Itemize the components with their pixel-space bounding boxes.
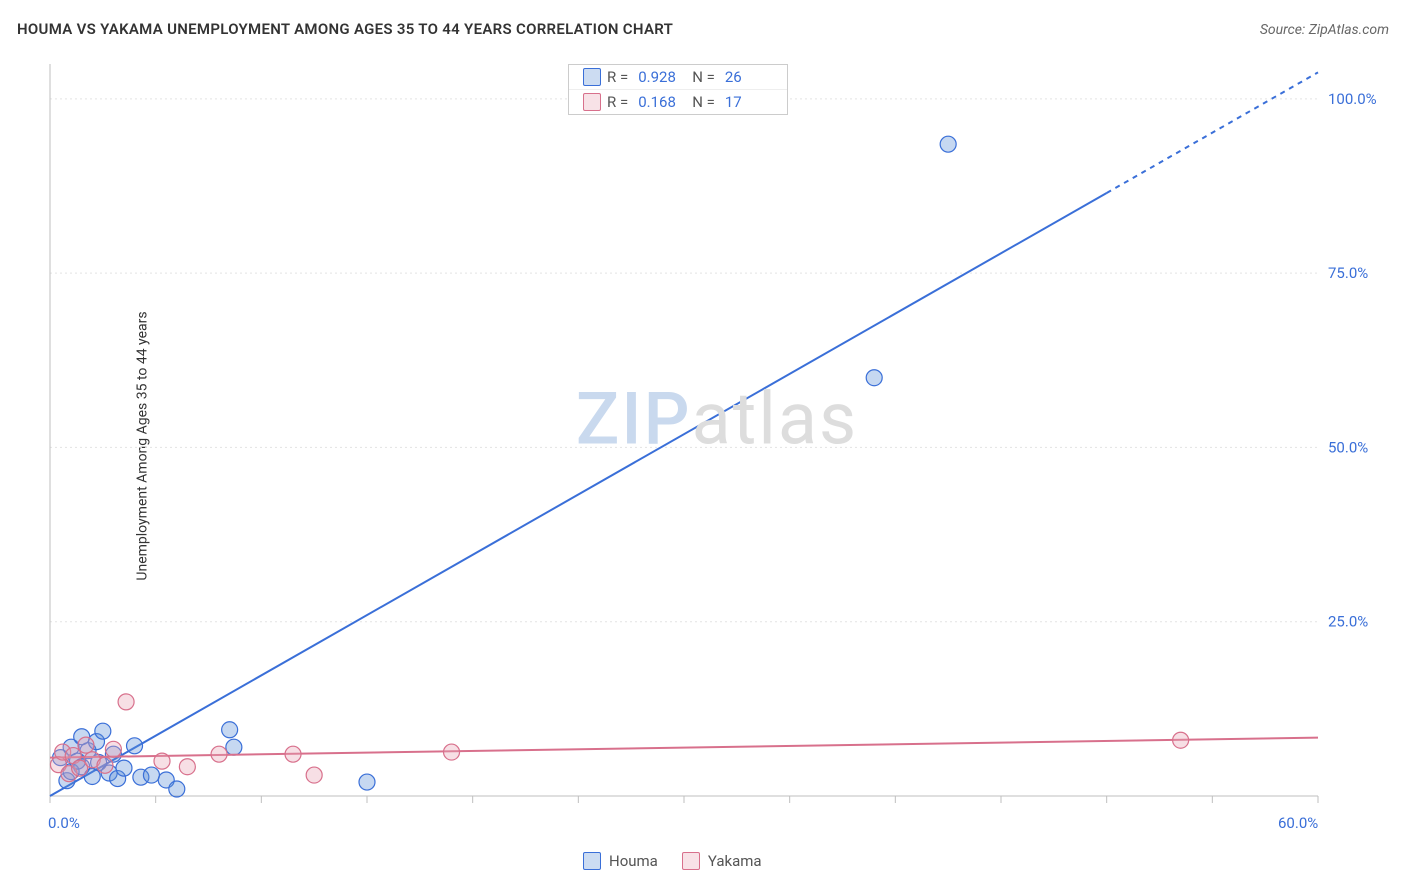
svg-text:25.0%: 25.0%: [1328, 613, 1368, 631]
svg-text:50.0%: 50.0%: [1328, 438, 1368, 456]
x-axis-min-label: 0.0%: [48, 814, 80, 832]
series-legend-item: Yakama: [682, 852, 762, 870]
scatter-plot: 25.0%50.0%75.0%100.0% ZIPatlas R =0.928N…: [48, 60, 1386, 840]
legend-r-label: R =: [607, 68, 628, 86]
legend-n-value: 17: [725, 93, 773, 111]
legend-swatch: [682, 852, 700, 870]
svg-text:100.0%: 100.0%: [1328, 90, 1377, 108]
legend-r-row: R = 0.168 N = 17: [569, 89, 787, 114]
x-axis-max-label: 60.0%: [1278, 814, 1318, 832]
legend-swatch: [583, 68, 601, 86]
legend-n-label: N =: [692, 93, 715, 111]
legend-n-label: N =: [692, 68, 715, 86]
legend-swatch: [583, 852, 601, 870]
legend-swatch: [583, 93, 601, 111]
legend-r-value: 0.928: [638, 68, 686, 86]
legend-r-row: R = 0.928 N = 26: [569, 65, 787, 89]
series-name: Yakama: [708, 852, 762, 870]
legend-n-value: 26: [725, 68, 773, 86]
legend-r-value: 0.168: [638, 93, 686, 111]
chart-title: HOUMA VS YAKAMA UNEMPLOYMENT AMONG AGES …: [17, 20, 673, 38]
source-attribution: Source: ZipAtlas.com: [1260, 22, 1389, 38]
series-name: Houma: [609, 852, 658, 870]
svg-text:75.0%: 75.0%: [1328, 264, 1368, 282]
legend-r-label: R =: [607, 93, 628, 111]
plot-svg: 25.0% 50.0% 75.0% 100.0%: [48, 60, 1386, 840]
series-legend-item: Houma: [583, 852, 658, 870]
correlation-legend: R = 0.928 N = 26 R = 0.168 N = 17: [568, 64, 788, 115]
series-legend: Houma Yakama: [583, 852, 762, 870]
